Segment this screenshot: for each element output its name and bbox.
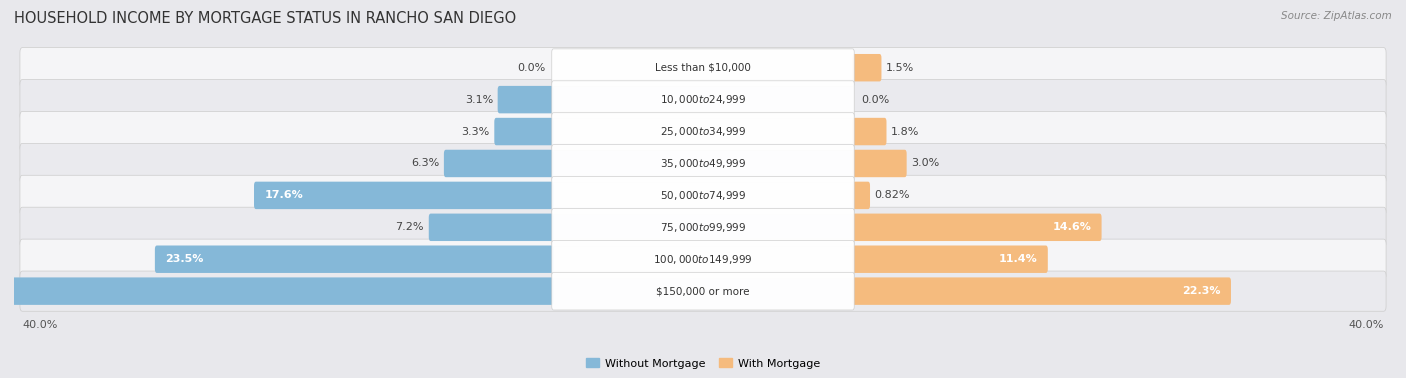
Text: 22.3%: 22.3% bbox=[1182, 286, 1220, 296]
FancyBboxPatch shape bbox=[444, 150, 554, 177]
Text: 3.3%: 3.3% bbox=[461, 127, 489, 136]
FancyBboxPatch shape bbox=[20, 112, 1386, 152]
Text: 6.3%: 6.3% bbox=[411, 158, 439, 169]
Text: $150,000 or more: $150,000 or more bbox=[657, 286, 749, 296]
FancyBboxPatch shape bbox=[551, 49, 855, 87]
Text: 1.8%: 1.8% bbox=[891, 127, 920, 136]
Text: 3.0%: 3.0% bbox=[911, 158, 939, 169]
FancyBboxPatch shape bbox=[551, 177, 855, 214]
Text: $35,000 to $49,999: $35,000 to $49,999 bbox=[659, 157, 747, 170]
FancyBboxPatch shape bbox=[20, 271, 1386, 311]
FancyBboxPatch shape bbox=[551, 209, 855, 246]
Text: 17.6%: 17.6% bbox=[264, 191, 304, 200]
FancyBboxPatch shape bbox=[20, 175, 1386, 215]
Text: $75,000 to $99,999: $75,000 to $99,999 bbox=[659, 221, 747, 234]
FancyBboxPatch shape bbox=[852, 214, 1101, 241]
Text: 23.5%: 23.5% bbox=[166, 254, 204, 264]
FancyBboxPatch shape bbox=[551, 81, 855, 118]
FancyBboxPatch shape bbox=[551, 240, 855, 278]
Text: 1.5%: 1.5% bbox=[886, 63, 914, 73]
FancyBboxPatch shape bbox=[852, 150, 907, 177]
Text: 0.82%: 0.82% bbox=[875, 191, 910, 200]
FancyBboxPatch shape bbox=[498, 86, 554, 113]
Text: $10,000 to $24,999: $10,000 to $24,999 bbox=[659, 93, 747, 106]
Text: $50,000 to $74,999: $50,000 to $74,999 bbox=[659, 189, 747, 202]
FancyBboxPatch shape bbox=[852, 118, 887, 145]
FancyBboxPatch shape bbox=[852, 277, 1232, 305]
FancyBboxPatch shape bbox=[155, 245, 554, 273]
Legend: Without Mortgage, With Mortgage: Without Mortgage, With Mortgage bbox=[582, 354, 824, 373]
Text: 7.2%: 7.2% bbox=[395, 222, 425, 232]
Text: 40.0%: 40.0% bbox=[22, 320, 58, 330]
FancyBboxPatch shape bbox=[20, 79, 1386, 120]
FancyBboxPatch shape bbox=[551, 272, 855, 310]
FancyBboxPatch shape bbox=[254, 182, 554, 209]
Text: Less than $10,000: Less than $10,000 bbox=[655, 63, 751, 73]
FancyBboxPatch shape bbox=[20, 239, 1386, 279]
FancyBboxPatch shape bbox=[852, 245, 1047, 273]
Text: 14.6%: 14.6% bbox=[1052, 222, 1091, 232]
FancyBboxPatch shape bbox=[551, 113, 855, 150]
FancyBboxPatch shape bbox=[429, 214, 554, 241]
Text: HOUSEHOLD INCOME BY MORTGAGE STATUS IN RANCHO SAN DIEGO: HOUSEHOLD INCOME BY MORTGAGE STATUS IN R… bbox=[14, 11, 516, 26]
Text: 3.1%: 3.1% bbox=[465, 94, 494, 105]
Text: 40.0%: 40.0% bbox=[1348, 320, 1384, 330]
FancyBboxPatch shape bbox=[495, 118, 554, 145]
Text: 11.4%: 11.4% bbox=[998, 254, 1038, 264]
FancyBboxPatch shape bbox=[551, 145, 855, 182]
FancyBboxPatch shape bbox=[852, 182, 870, 209]
FancyBboxPatch shape bbox=[20, 48, 1386, 88]
FancyBboxPatch shape bbox=[20, 207, 1386, 248]
FancyBboxPatch shape bbox=[20, 143, 1386, 184]
Text: $25,000 to $34,999: $25,000 to $34,999 bbox=[659, 125, 747, 138]
Text: 0.0%: 0.0% bbox=[860, 94, 889, 105]
FancyBboxPatch shape bbox=[852, 54, 882, 81]
Text: $100,000 to $149,999: $100,000 to $149,999 bbox=[654, 253, 752, 266]
Text: Source: ZipAtlas.com: Source: ZipAtlas.com bbox=[1281, 11, 1392, 21]
Text: 0.0%: 0.0% bbox=[517, 63, 546, 73]
FancyBboxPatch shape bbox=[0, 277, 554, 305]
